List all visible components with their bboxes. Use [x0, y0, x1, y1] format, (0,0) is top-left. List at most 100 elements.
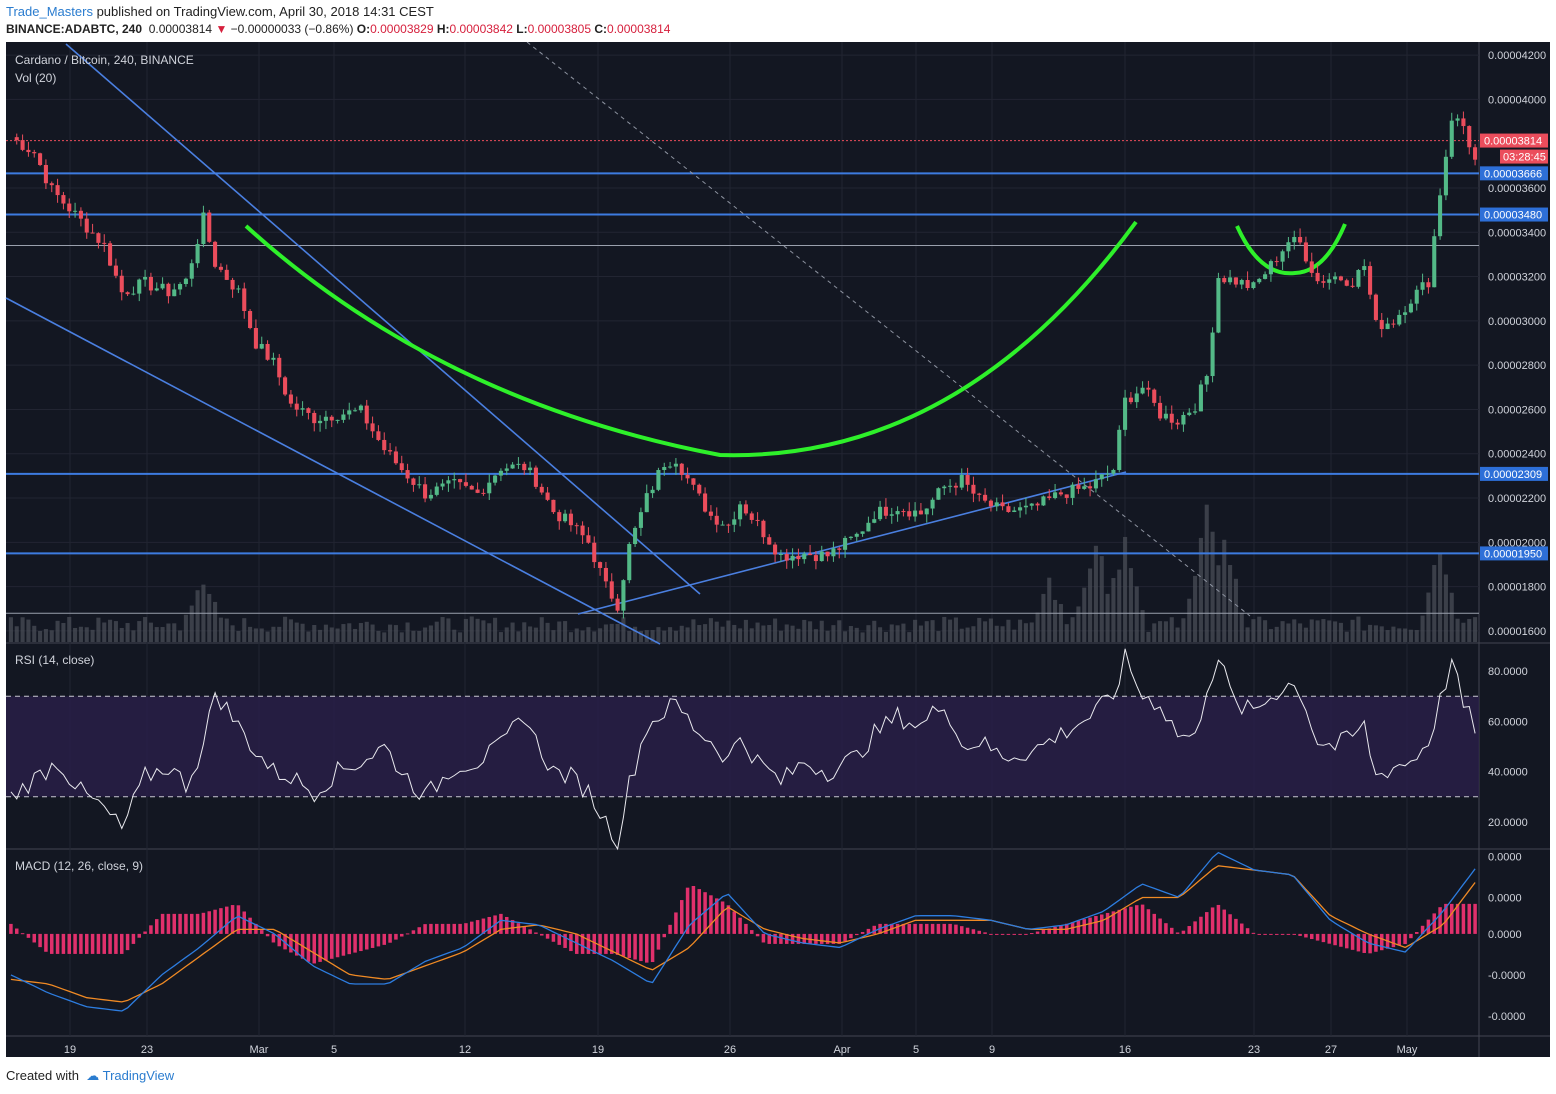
candle-body [1000, 502, 1005, 507]
candle-body [96, 233, 101, 243]
candle-body [1082, 486, 1087, 489]
volume-bar [691, 619, 696, 642]
author-link[interactable]: Trade_Masters [6, 4, 93, 19]
macd-histogram-bar [388, 933, 392, 943]
volume-bar [26, 619, 31, 642]
candle-body [738, 504, 743, 520]
candle-body [1111, 469, 1116, 474]
macd-histogram-bar [1053, 926, 1057, 934]
volume-bar [1123, 536, 1128, 642]
macd-histogram-bar [907, 923, 911, 934]
x-tick-label: May [1397, 1044, 1418, 1056]
volume-bar [475, 618, 480, 642]
volume-bar [1117, 569, 1122, 642]
candle-body [1333, 276, 1338, 280]
candle-body [860, 531, 865, 534]
macd-histogram-bar [149, 925, 153, 934]
candle-body [78, 210, 83, 219]
candle-body [26, 149, 31, 153]
macd-histogram-bar [1234, 918, 1238, 934]
macd-histogram-bar [1111, 911, 1116, 934]
candle-body [948, 485, 953, 487]
candle-body [1309, 261, 1314, 273]
candle-body [516, 463, 521, 465]
volume-bar [119, 627, 124, 642]
macd-histogram-bar [1444, 903, 1448, 934]
macd-histogram-bar [487, 916, 491, 934]
macd-histogram-bar [919, 923, 923, 934]
candlesticks [14, 111, 1478, 619]
volume-bar [790, 625, 795, 642]
candle-body [248, 311, 253, 329]
macd-histogram-bar [260, 930, 264, 934]
macd-histogram-bar [15, 928, 19, 934]
candle-body [1280, 251, 1285, 262]
candle-body [1181, 414, 1186, 425]
candle-body [207, 212, 212, 242]
macd-histogram-bar [621, 933, 626, 957]
candle-body [1362, 266, 1367, 271]
macd-histogram-bar [691, 885, 696, 934]
macd-histogram-bar [131, 933, 136, 944]
macd-histogram-bar [178, 913, 182, 934]
volume-bar [819, 620, 824, 642]
macd-histogram-bar [1245, 928, 1250, 934]
macd-histogram-bar [563, 933, 567, 948]
volume-bar [376, 630, 381, 642]
candle-body [399, 463, 404, 471]
volume-bar [703, 624, 708, 642]
volume-bar [347, 623, 352, 642]
volume-bar [1041, 593, 1046, 642]
trendline [526, 42, 1251, 617]
candle-body [1064, 494, 1069, 498]
published-text: published on TradingView.com, April 30, … [96, 4, 434, 19]
macd-histogram-bar [773, 933, 777, 944]
macd-histogram-bar [440, 923, 445, 934]
volume-bar [1076, 606, 1081, 642]
candle-body [551, 499, 556, 513]
volume-bar [61, 622, 66, 642]
macd-histogram-bar [143, 931, 147, 934]
macd-histogram-bar [1041, 929, 1046, 934]
volume-bar [1292, 619, 1297, 642]
candle-body [942, 486, 947, 489]
macd-histogram-bar [1152, 913, 1156, 934]
macd-histogram-bar [1000, 933, 1005, 935]
y-tick-label: 0.00001600 [1488, 626, 1546, 638]
rsi-tick-label: 60.0000 [1488, 716, 1528, 728]
level-price-tag [1480, 166, 1548, 181]
handle-arc [1235, 223, 1347, 276]
y-tick-label: 0.00001800 [1488, 582, 1546, 594]
macd-histogram-bar [995, 933, 999, 935]
tradingview-logo-icon: ☁ [86, 1068, 100, 1083]
y-tick-label: 0.00002200 [1488, 493, 1546, 505]
macd-histogram-bar [534, 932, 538, 934]
volume-bar [452, 629, 457, 642]
volume-bar [353, 628, 358, 642]
macd-histogram-bar [1362, 933, 1366, 953]
macd-histogram-bar [38, 933, 42, 948]
chart-area[interactable]: 19 23 Mar 5 12 19 26 Apr 5 9 16 23 27 May 0.00004200 0.… [0, 42, 1556, 1058]
volume-bar [446, 618, 451, 642]
volume-bar [504, 627, 509, 642]
macd-histogram-bar [1345, 933, 1349, 949]
volume-bar [283, 616, 288, 642]
candle-body [913, 510, 918, 517]
volume-bar [55, 620, 60, 642]
candle-body [312, 412, 317, 424]
candle-body [271, 357, 276, 360]
macd-histogram-bar [1158, 918, 1162, 934]
volume-bar [551, 630, 556, 642]
macd-histogram-bar [1140, 904, 1145, 934]
macd-histogram-bar [720, 901, 725, 934]
volume-bar [633, 626, 638, 642]
candle-body [831, 548, 836, 557]
tradingview-link[interactable]: TradingView [102, 1068, 175, 1083]
macd-histogram-bar [411, 930, 416, 934]
candle-body [125, 292, 130, 295]
candle-body [341, 414, 346, 420]
candle-body [988, 500, 993, 507]
macd-histogram-bar [26, 933, 31, 938]
macd-histogram-bar [464, 923, 468, 934]
macd-histogram-bar [184, 913, 188, 934]
